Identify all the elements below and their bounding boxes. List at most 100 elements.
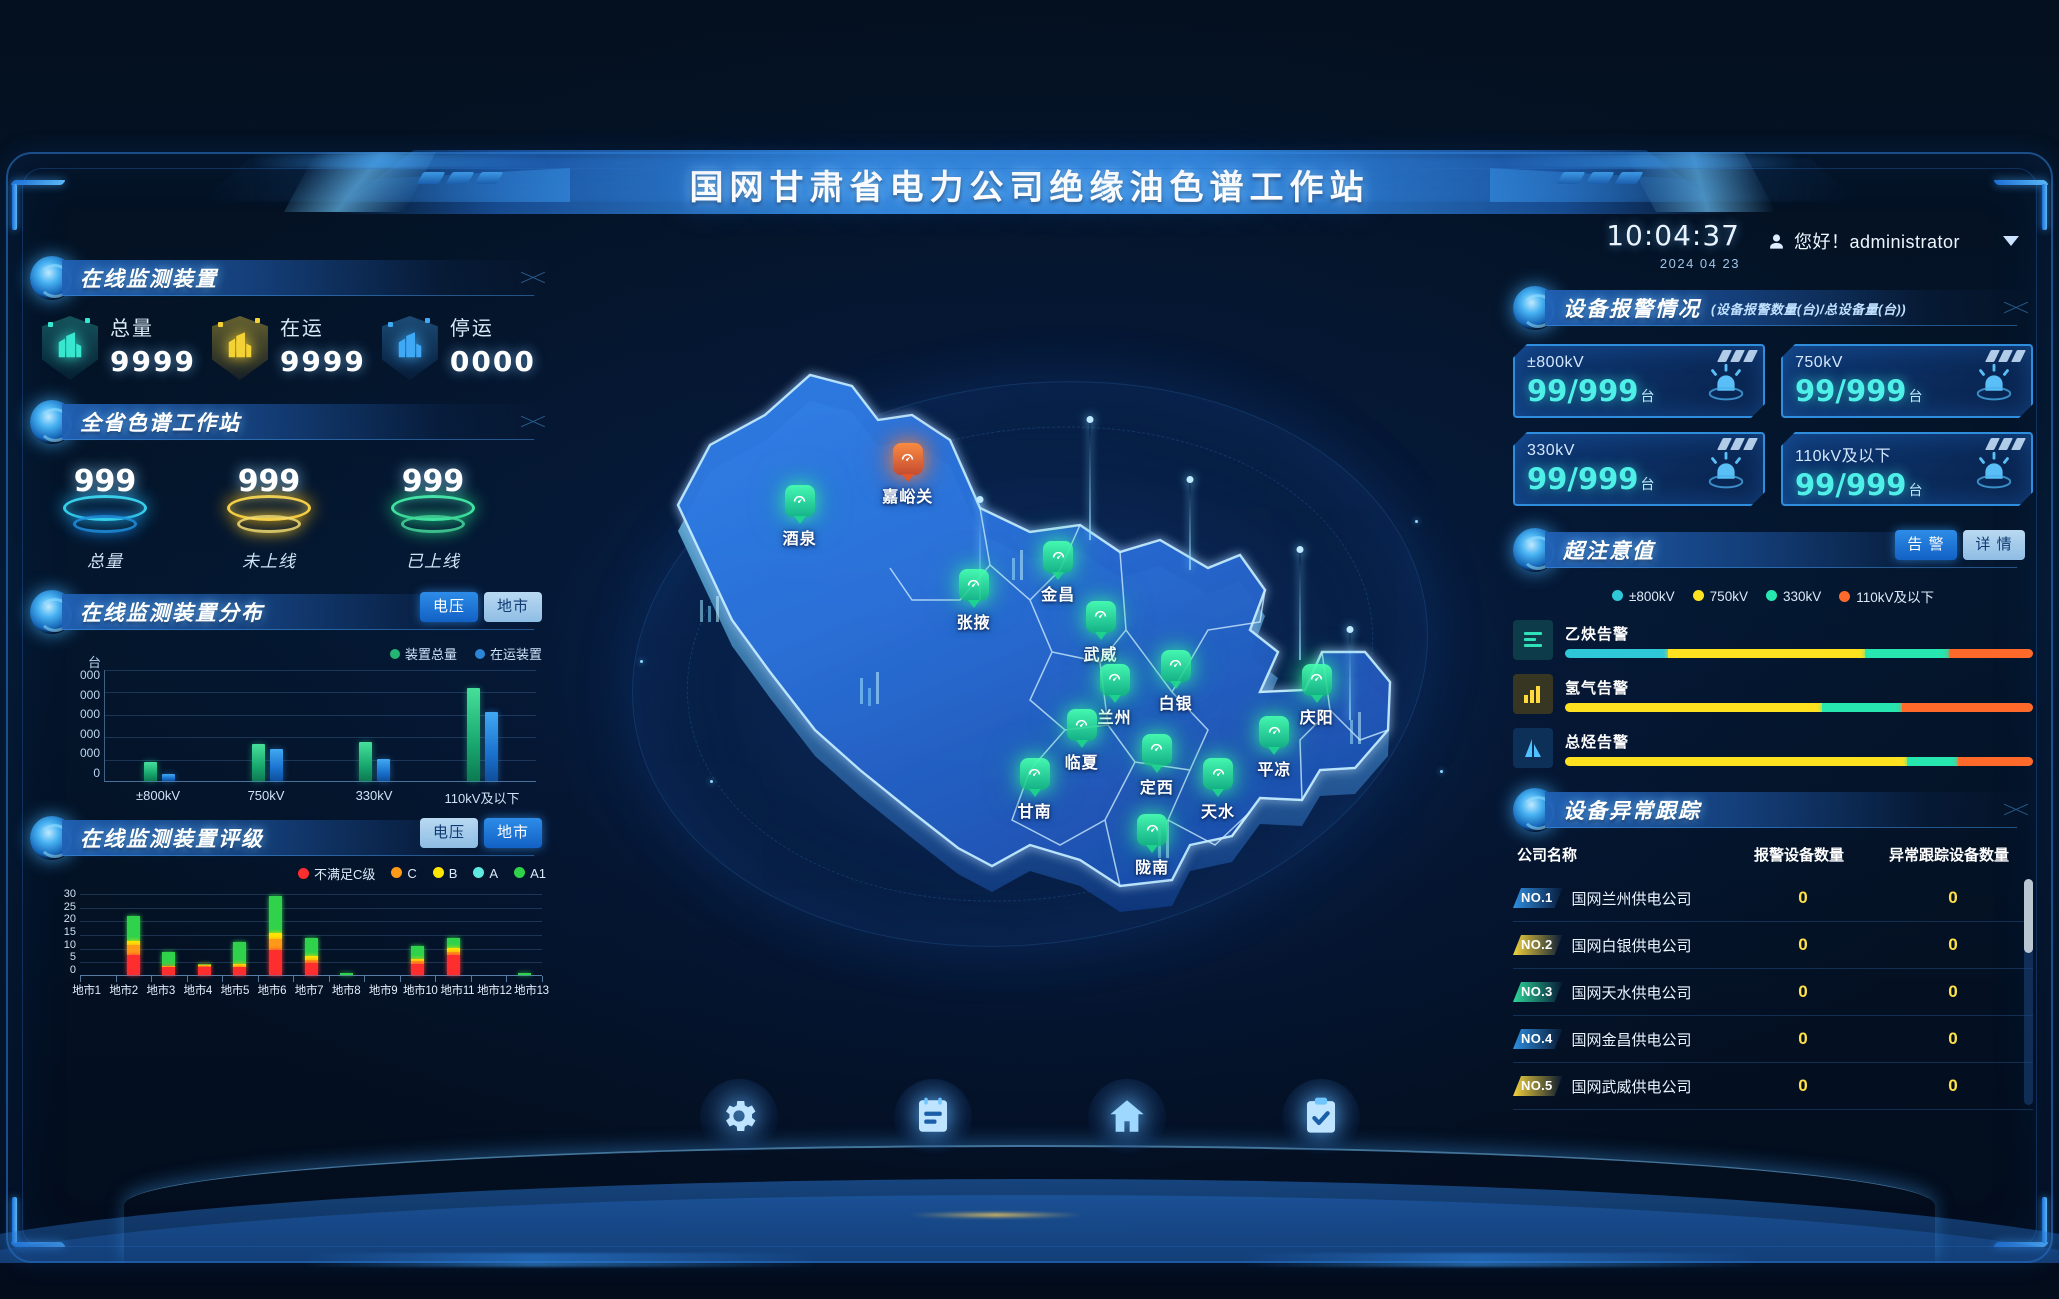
alarm-light-icon bbox=[1703, 450, 1749, 492]
map-beam bbox=[1349, 630, 1351, 720]
map-marker-天水[interactable]: 天水 bbox=[1201, 758, 1234, 821]
segment-不满足C级 bbox=[126, 954, 140, 975]
distribution-toggle-0[interactable]: 电压 bbox=[420, 592, 478, 622]
alarm-card-unit: 台 bbox=[1908, 389, 1923, 405]
segment-A1 bbox=[340, 973, 354, 975]
workstation-label: 总量 bbox=[87, 552, 123, 571]
attention-button-0[interactable]: 告 警 bbox=[1895, 530, 1957, 560]
alarm-card-0[interactable]: ±800kV 99/999 台 bbox=[1513, 344, 1765, 418]
bar-装置总量 bbox=[467, 687, 481, 781]
table-row[interactable]: NO.3 国网天水供电公司 0 0 bbox=[1513, 969, 2033, 1016]
map-marker-临夏[interactable]: 临夏 bbox=[1065, 709, 1098, 772]
map-marker-定西[interactable]: 定西 bbox=[1140, 733, 1173, 797]
decor-x-icon bbox=[520, 266, 546, 290]
column-header-company: 公司名称 bbox=[1517, 847, 1578, 864]
attention-bar-row-2: 总烃告警 bbox=[1513, 728, 2033, 768]
table-row[interactable]: NO.5 国网武威供电公司 0 0 bbox=[1513, 1063, 2033, 1110]
nav-button-settings[interactable] bbox=[699, 1079, 778, 1157]
map-marker-武威[interactable]: 武威 bbox=[1083, 600, 1117, 664]
map-marker-嘉峪关[interactable]: 嘉峪关 bbox=[882, 443, 932, 506]
map-marker-兰州[interactable]: 兰州 bbox=[1098, 663, 1131, 727]
alarm-card-grid: ±800kV 99/999 台 750kV 99/999 台 330kV 99/999 台 110… bbox=[1513, 344, 2033, 506]
chevron-down-icon[interactable] bbox=[2003, 236, 2019, 246]
map-marker-甘南[interactable]: 甘南 bbox=[1018, 758, 1051, 821]
table-body[interactable]: NO.1 国网兰州供电公司 0 0 NO.2 国网白银供电公司 0 0 NO.3 国网天水供电公司… bbox=[1513, 875, 2033, 1110]
decor-x-icon bbox=[520, 410, 546, 434]
x-tick-11: 地市12 bbox=[477, 985, 512, 997]
bar-group-0 bbox=[143, 762, 175, 781]
table-row[interactable]: NO.1 国网兰州供电公司 0 0 bbox=[1513, 875, 2033, 922]
alarm-card-1[interactable]: 750kV 99/999 台 bbox=[1781, 344, 2033, 418]
map-marker-陇南[interactable]: 陇南 bbox=[1135, 814, 1168, 877]
tracked-count: 0 bbox=[1948, 1029, 1958, 1048]
x-tick-10: 地市11 bbox=[440, 985, 475, 997]
section-over-attention: 超注意值 告 警详 情 bbox=[1513, 528, 2033, 572]
distribution-toggle-group[interactable]: 电压 地市 bbox=[420, 592, 542, 622]
section-workstations: 全省色谱工作站 bbox=[30, 400, 550, 444]
scrollbar-thumb[interactable] bbox=[2024, 879, 2033, 953]
segment-C bbox=[446, 951, 460, 955]
list-icon bbox=[1513, 620, 1553, 660]
alarm-card-2[interactable]: 330kV 99/999 台 bbox=[1513, 432, 1765, 506]
monitor-device-icon bbox=[1203, 758, 1233, 790]
table-row[interactable]: NO.4 国网金昌供电公司 0 0 bbox=[1513, 1016, 2033, 1063]
map-marker-庆阳[interactable]: 庆阳 bbox=[1300, 663, 1333, 727]
rank-badge: NO.5 bbox=[1513, 1076, 1563, 1096]
alarm-card-value: 99/999 台 bbox=[1795, 468, 1923, 502]
distribution-toggle-1[interactable]: 地市 bbox=[484, 592, 542, 622]
alarm-card-value: 99/999 台 bbox=[1527, 374, 1655, 408]
map-marker-平凉[interactable]: 平凉 bbox=[1257, 716, 1290, 779]
device-stat-label: 停运 bbox=[449, 318, 494, 341]
map-marker-label: 定西 bbox=[1139, 779, 1174, 797]
attention-bar-row-0: 乙炔告警 bbox=[1513, 620, 2033, 660]
rating-toggle-group[interactable]: 电压 地市 bbox=[420, 818, 542, 848]
workstation-label: 已上线 bbox=[406, 552, 460, 571]
chart-x-axis: ±800kV 750kV 330kV 110kV及以下 bbox=[104, 788, 536, 807]
column-header-alarm-count: 报警设备数量 bbox=[1753, 847, 1844, 864]
stacked-bar-7 bbox=[340, 973, 354, 975]
bar-装置总量 bbox=[359, 741, 373, 781]
rating-toggle-1[interactable]: 地市 bbox=[484, 818, 542, 848]
bar-segment-750kV bbox=[1565, 756, 1907, 766]
workstation-value: 999 bbox=[73, 464, 137, 499]
attention-button-1[interactable]: 详 情 bbox=[1963, 530, 2025, 560]
map-marker-酒泉[interactable]: 酒泉 bbox=[783, 485, 816, 548]
attention-button-group[interactable]: 告 警详 情 bbox=[1895, 530, 2025, 560]
chart-device-distribution: 装置总量 在运装置 台 000 000 000 000 000 0 ±800kV 750kV 3… bbox=[30, 646, 550, 806]
tracked-count: 0 bbox=[1948, 888, 1958, 907]
chart-plot-area bbox=[80, 894, 542, 976]
x-tick-7: 地市8 bbox=[331, 985, 361, 997]
alarm-card-3[interactable]: 110kV及以下 99/999 台 bbox=[1781, 432, 2033, 506]
gansu-map[interactable]: 酒泉 嘉峪关张掖 金昌 武威 兰州 白银 临夏定西 甘南 天水 陇南 平凉 庆阳 bbox=[560, 300, 1500, 1000]
monitor-device-icon bbox=[784, 485, 815, 517]
x-tick-8: 地市9 bbox=[368, 985, 398, 997]
section-rating: 在线监测装置评级 电压 地市 bbox=[30, 816, 550, 860]
rank-badge: NO.4 bbox=[1513, 1029, 1563, 1049]
attention-bar-track bbox=[1565, 756, 2033, 766]
nav-button-home[interactable] bbox=[1087, 1079, 1166, 1157]
section-online-devices: 在线监测装置 bbox=[30, 256, 550, 300]
x-tick-2: 地市3 bbox=[146, 985, 175, 997]
table-row[interactable]: NO.2 国网白银供电公司 0 0 bbox=[1513, 922, 2033, 969]
bottom-navigation[interactable] bbox=[0, 1079, 2059, 1157]
chart-y-unit: 台 bbox=[88, 655, 102, 670]
stacked-bar-6 bbox=[304, 938, 318, 975]
section-device-alarms: 设备报警情况 (设备报警数量(台)/总设备量(台)) bbox=[1513, 286, 2033, 330]
segment-不满足C级 bbox=[268, 950, 282, 975]
nav-button-report[interactable] bbox=[893, 1079, 972, 1157]
segment-C bbox=[411, 961, 425, 965]
user-menu[interactable]: 您好！administrator bbox=[1768, 228, 2019, 254]
y-tick-3: 000 bbox=[79, 726, 100, 741]
map-marker-金昌[interactable]: 金昌 bbox=[1041, 541, 1074, 604]
segment-C bbox=[197, 966, 211, 967]
map-marker-白银[interactable]: 白银 bbox=[1159, 649, 1192, 713]
tracked-count: 0 bbox=[1948, 935, 1958, 954]
scrollbar-track[interactable] bbox=[2024, 879, 2033, 1105]
bar-segment-110kV及以下 bbox=[1958, 756, 2033, 766]
rating-toggle-0[interactable]: 电压 bbox=[420, 818, 478, 848]
tracked-count: 0 bbox=[1948, 1076, 1958, 1095]
nav-button-tasks[interactable] bbox=[1281, 1079, 1360, 1157]
tracking-table: 公司名称 报警设备数量 异常跟踪设备数量 NO.1 国网兰州供电公司 0 0 NO.2 国… bbox=[1513, 844, 2033, 1110]
map-marker-张掖[interactable]: 张掖 bbox=[957, 569, 990, 632]
